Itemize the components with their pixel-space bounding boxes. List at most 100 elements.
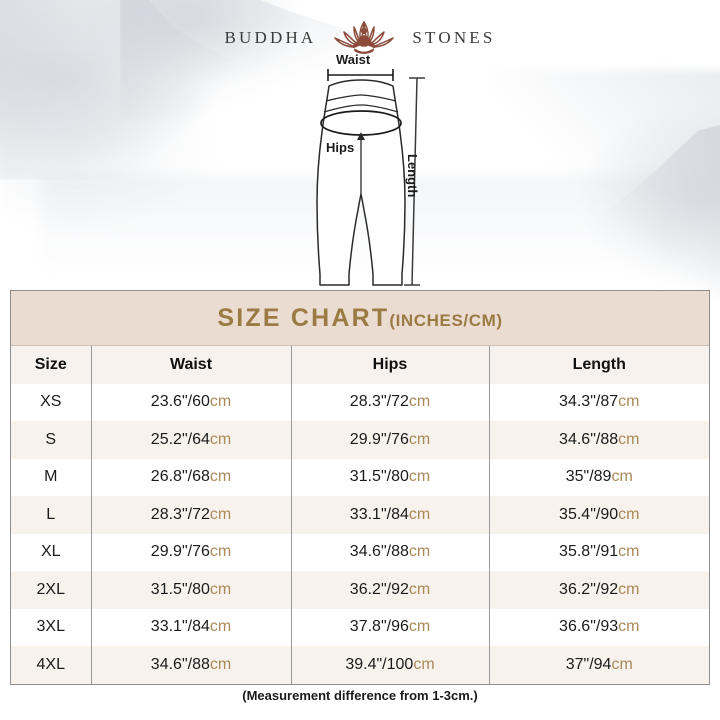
unit-length: cm	[618, 618, 640, 636]
unit-waist: cm	[209, 618, 232, 636]
cell-hips: 29.9"/76cm	[290, 421, 489, 459]
value-hips: 29.9"/76	[349, 430, 409, 448]
leggings-illustration	[316, 69, 425, 286]
table-row: S 25.2"/64cm 29.9"/76cm 34.6"/88cm	[11, 421, 709, 459]
cell-hips: 28.3"/72cm	[290, 383, 489, 421]
column-header-size: Size	[11, 346, 91, 384]
cell-hips: 36.2"/92cm	[290, 571, 489, 609]
table-row: M 26.8"/68cm 31.5"/80cm 35"/89cm	[11, 458, 709, 496]
mist-texture-right	[490, 70, 720, 300]
unit-hips: cm	[408, 618, 431, 636]
table-row: XL 29.9"/76cm 34.6"/88cm 35.8"/91cm	[11, 533, 709, 571]
cell-length: 36.2"/92cm	[488, 571, 709, 609]
value-waist: 29.9"/76	[150, 543, 210, 561]
cell-hips: 31.5"/80cm	[290, 458, 489, 496]
waist-measure-line	[327, 69, 394, 81]
unit-hips: cm	[408, 543, 431, 561]
unit-waist: cm	[209, 468, 232, 486]
value-hips: 39.4"/100	[345, 655, 414, 673]
cell-waist: 25.2"/64cm	[90, 421, 291, 459]
size-chart-card: SIZE CHART (INCHES/CM) Size Waist Hips L…	[10, 290, 710, 685]
value-length: 36.2"/92	[559, 580, 619, 598]
cell-waist: 31.5"/80cm	[90, 571, 291, 609]
cell-waist: 26.8"/68cm	[90, 458, 291, 496]
cell-hips: 37.8"/96cm	[290, 608, 489, 646]
unit-length: cm	[618, 580, 640, 598]
table-row: L 28.3"/72cm 33.1"/84cm 35.4"/90cm	[11, 496, 709, 534]
mist-texture-left	[0, 60, 300, 300]
cell-length: 35.8"/91cm	[488, 533, 709, 571]
cell-length: 35.4"/90cm	[488, 496, 709, 534]
unit-length: cm	[618, 430, 640, 448]
unit-waist: cm	[209, 543, 232, 561]
value-waist: 31.5"/80	[150, 580, 210, 598]
cell-size: M	[11, 458, 91, 496]
value-waist: 25.2"/64	[150, 430, 210, 448]
value-length: 35.8"/91	[559, 543, 619, 561]
value-hips: 33.1"/84	[349, 505, 409, 523]
cell-waist: 33.1"/84cm	[90, 608, 291, 646]
value-length: 37"/94	[565, 655, 612, 673]
cell-size: 4XL	[11, 646, 91, 684]
unit-hips: cm	[413, 655, 435, 673]
value-waist: 23.6"/60	[150, 393, 210, 411]
unit-length: cm	[618, 393, 640, 411]
cell-size: XS	[11, 383, 91, 421]
hips-label: Hips	[326, 140, 355, 155]
column-header-hips: Hips	[290, 346, 489, 384]
unit-length: cm	[618, 543, 640, 561]
table-row: 4XL 34.6"/88cm 39.4"/100cm 37"/94cm	[11, 646, 709, 684]
unit-length: cm	[618, 505, 640, 523]
table-body: XS 23.6"/60cm 28.3"/72cm 34.3"/87cm S 25.2"/6…	[11, 383, 709, 684]
value-waist: 33.1"/84	[150, 618, 210, 636]
unit-hips: cm	[408, 430, 431, 448]
cell-waist: 28.3"/72cm	[90, 496, 291, 534]
cell-hips: 34.6"/88cm	[290, 533, 489, 571]
brand-logo: BUDDHA STONES	[0, 16, 720, 60]
lotus-meditation-icon	[334, 21, 395, 54]
value-hips: 34.6"/88	[349, 543, 409, 561]
unit-waist: cm	[209, 430, 232, 448]
unit-hips: cm	[408, 468, 431, 486]
table-row: XS 23.6"/60cm 28.3"/72cm 34.3"/87cm	[11, 383, 709, 421]
column-header-waist: Waist	[90, 346, 291, 384]
unit-waist: cm	[209, 505, 232, 523]
cell-length: 34.6"/88cm	[488, 421, 709, 459]
cell-length: 35"/89cm	[488, 458, 709, 496]
brand-word-right: STONES	[412, 28, 496, 47]
value-length: 35"/89	[565, 468, 612, 486]
cell-size: L	[11, 496, 91, 534]
value-waist: 26.8"/68	[150, 468, 210, 486]
cell-size: 2XL	[11, 571, 91, 609]
size-chart-title-band: SIZE CHART (INCHES/CM)	[11, 291, 709, 346]
cell-length: 37"/94cm	[488, 646, 709, 684]
column-header-length: Length	[488, 346, 709, 384]
value-length: 36.6"/93	[559, 618, 619, 636]
cell-length: 34.3"/87cm	[488, 383, 709, 421]
table-header-row: Size Waist Hips Length	[11, 346, 709, 384]
value-hips: 37.8"/96	[349, 618, 409, 636]
value-length: 34.3"/87	[559, 393, 619, 411]
title-units: (INCHES/CM)	[389, 310, 503, 330]
cell-size: 3XL	[11, 608, 91, 646]
value-hips: 28.3"/72	[349, 393, 409, 411]
cell-size: S	[11, 421, 91, 459]
value-length: 34.6"/88	[559, 430, 619, 448]
cell-length: 36.6"/93cm	[488, 608, 709, 646]
cell-hips: 39.4"/100cm	[290, 646, 489, 684]
table-row: 2XL 31.5"/80cm 36.2"/92cm 36.2"/92cm	[11, 571, 709, 609]
unit-length: cm	[611, 655, 633, 673]
unit-hips: cm	[408, 505, 431, 523]
cell-waist: 29.9"/76cm	[90, 533, 291, 571]
unit-waist: cm	[209, 655, 232, 673]
value-waist: 28.3"/72	[150, 505, 210, 523]
brand-word-left: BUDDHA	[224, 28, 317, 47]
unit-length: cm	[611, 468, 633, 486]
cell-size: XL	[11, 533, 91, 571]
value-waist: 34.6"/88	[150, 655, 210, 673]
unit-hips: cm	[408, 393, 431, 411]
unit-hips: cm	[408, 580, 431, 598]
cell-hips: 33.1"/84cm	[290, 496, 489, 534]
value-length: 35.4"/90	[559, 505, 619, 523]
